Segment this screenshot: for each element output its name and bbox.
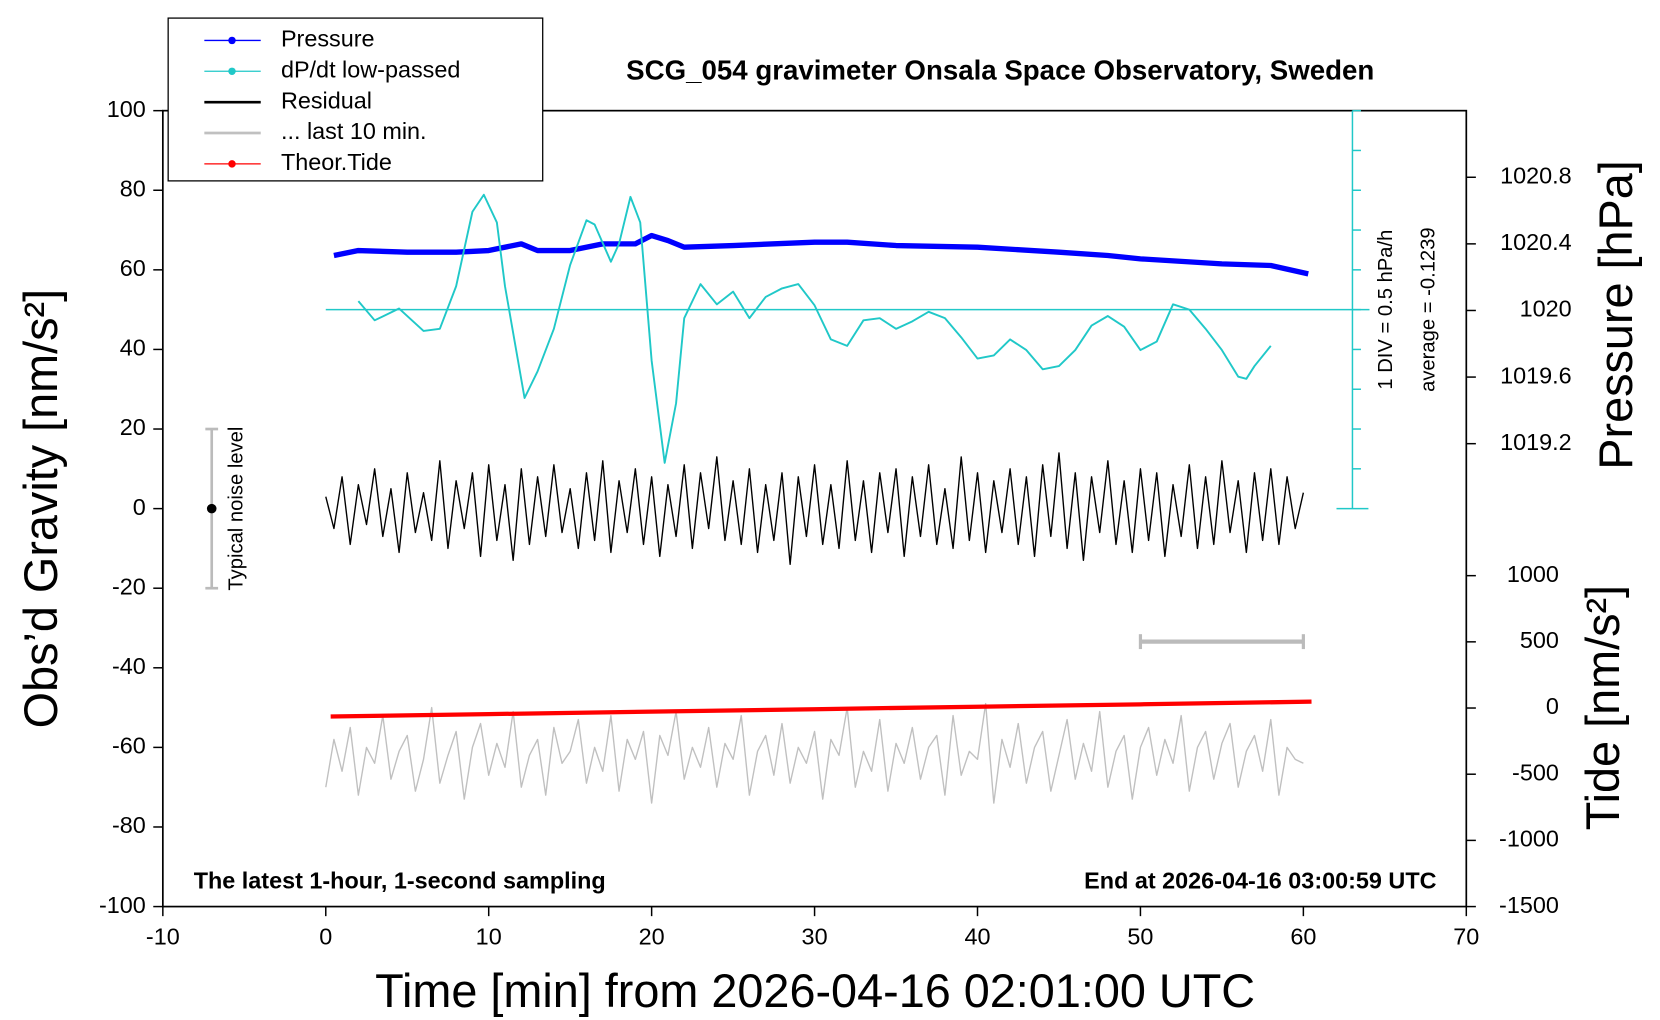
x-tick-label: 30	[802, 924, 828, 950]
legend-marker	[228, 160, 236, 168]
tide-axis-label: Tide [nm/s²]	[1577, 585, 1629, 830]
pressure-tick-label: 1019.6	[1500, 362, 1572, 388]
pressure-axis-label: Pressure [hPa]	[1590, 160, 1642, 470]
x-tick-label: 60	[1290, 924, 1316, 950]
noise-point	[206, 503, 217, 514]
pressure-tick-label: 1020.4	[1500, 229, 1572, 255]
y-axis-label: Obs’d Gravity [nm/s²]	[15, 289, 67, 728]
x-tick-label: -10	[146, 924, 180, 950]
y-tick-label: -40	[112, 653, 146, 679]
y-tick-label: 100	[107, 96, 146, 122]
y-tick-label: 0	[133, 494, 146, 520]
legend-box	[167, 17, 544, 182]
x-tick-label: 70	[1453, 924, 1479, 950]
tide-tick-label: -500	[1512, 759, 1559, 785]
x-axis-label: Time [min] from 2026-04-16 02:01:00 UTC	[375, 965, 1255, 1017]
last10-span	[1138, 634, 1305, 650]
tide-tick-label: 0	[1546, 693, 1559, 719]
series-line	[325, 702, 1304, 804]
annotation: End at 2026-04-16 03:00:59 UTC	[1084, 867, 1436, 893]
y-tick-label: -100	[99, 892, 146, 918]
legend-label: ... last 10 min.	[281, 118, 427, 144]
noise-label: Typical noise level	[226, 427, 248, 591]
tide-tick-label: -1000	[1499, 826, 1559, 852]
pressure-tick-label: 1020	[1520, 296, 1572, 322]
x-tick-label: 20	[639, 924, 665, 950]
legend: Pressure dP/dt low-passed Residual ... last…	[167, 17, 544, 182]
pressure-tick-label: 1020.8	[1500, 162, 1572, 188]
y-tick-label: 40	[120, 335, 146, 361]
y-tick-label: -20	[112, 573, 146, 599]
average-label: average = -0.1239	[1417, 227, 1439, 392]
tide-tick-label: 1000	[1507, 561, 1559, 587]
x-tick-label: 10	[476, 924, 502, 950]
y-tick-label: 20	[120, 414, 146, 440]
series-line	[330, 699, 1312, 719]
x-tick-label: 50	[1127, 924, 1153, 950]
y-tick-label: -80	[112, 812, 146, 838]
y-tick-label: 80	[120, 175, 146, 201]
chart-title: SCG_054 gravimeter Onsala Space Observat…	[626, 55, 1374, 86]
plot-frame	[161, 109, 1468, 908]
legend-label: dP/dt low-passed	[281, 56, 460, 82]
series-line	[333, 232, 1309, 277]
legend-marker	[228, 36, 236, 45]
series-line	[357, 193, 1272, 464]
legend-label: Pressure	[281, 26, 375, 52]
annotation: The latest 1-hour, 1-second sampling	[194, 867, 606, 893]
dpdt-scale-label: 1 DIV = 0.5 hPa/h	[1375, 230, 1397, 390]
pressure-tick-label: 1019.2	[1500, 429, 1572, 455]
series-line	[325, 452, 1305, 566]
x-tick-label: 0	[319, 924, 332, 950]
tide-tick-label: -1500	[1499, 892, 1559, 918]
tide-tick-label: 500	[1520, 627, 1559, 653]
y-tick-label: 60	[120, 255, 146, 281]
legend-label: Theor.Tide	[281, 149, 392, 175]
x-tick-label: 40	[964, 924, 990, 950]
legend-label: Residual	[281, 87, 372, 113]
legend-marker	[228, 67, 236, 76]
y-tick-label: -60	[112, 733, 146, 759]
